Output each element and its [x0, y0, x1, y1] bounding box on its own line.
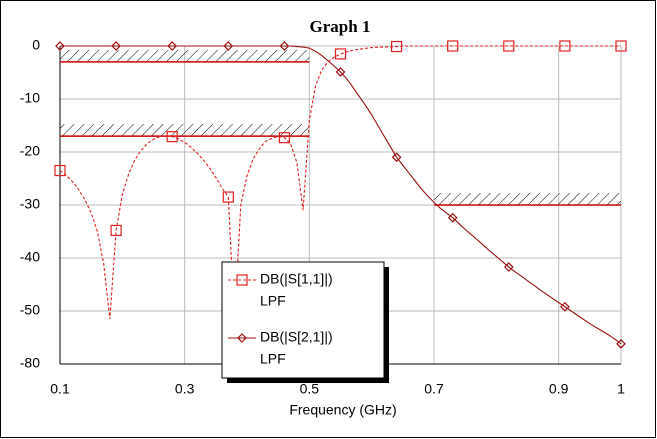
x-tick-label: 1: [617, 381, 625, 397]
marker: [54, 164, 66, 177]
marker: [559, 40, 571, 52]
marker: [166, 131, 178, 143]
x-tick-label: 0.9: [549, 381, 569, 397]
marker: [237, 333, 247, 343]
chart-title: Graph 1: [310, 17, 371, 36]
marker: [615, 40, 627, 52]
marker: [391, 152, 402, 163]
marker: [503, 262, 514, 272]
marker: [111, 41, 121, 51]
marker: [110, 224, 122, 237]
marker: [167, 41, 178, 51]
marker: [236, 274, 248, 286]
marker: [391, 40, 403, 53]
x-tick-label: 0.1: [50, 381, 70, 397]
y-tick-label: -30: [20, 196, 40, 212]
marker: [335, 67, 346, 77]
marker: [222, 191, 234, 203]
x-axis-label: Frequency (GHz): [289, 402, 396, 418]
legend-label: DB(|S[1,1]|): [260, 271, 333, 287]
series-line: [60, 45, 622, 345]
marker: [278, 132, 290, 144]
marker: [334, 48, 347, 60]
marker: [447, 40, 459, 52]
legend-source: LPF: [260, 351, 286, 367]
marker: [616, 339, 626, 349]
legend-label: DB(|S[2,1]|): [260, 329, 333, 345]
limit-hatch: [434, 193, 621, 205]
y-tick-label: -50: [20, 302, 40, 318]
x-tick-label: 0.3: [175, 381, 195, 397]
marker: [447, 212, 458, 223]
series-line: [59, 45, 621, 322]
limit-hatch: [60, 124, 310, 137]
y-tick-label: -80: [20, 355, 40, 371]
x-tick-label: 0.5: [300, 381, 320, 397]
y-tick-label: -40: [20, 249, 40, 265]
marker: [503, 40, 515, 52]
limit-hatch: [60, 49, 310, 62]
marker: [223, 41, 234, 51]
legend-box: [221, 261, 385, 379]
marker: [560, 301, 570, 312]
legend-source: LPF: [260, 293, 286, 309]
marker: [55, 41, 65, 51]
y-tick-label: 0: [32, 37, 40, 53]
y-tick-label: -10: [20, 90, 40, 106]
marker: [279, 41, 290, 51]
x-tick-label: 0.7: [424, 381, 444, 397]
y-tick-label: -20: [20, 143, 40, 159]
